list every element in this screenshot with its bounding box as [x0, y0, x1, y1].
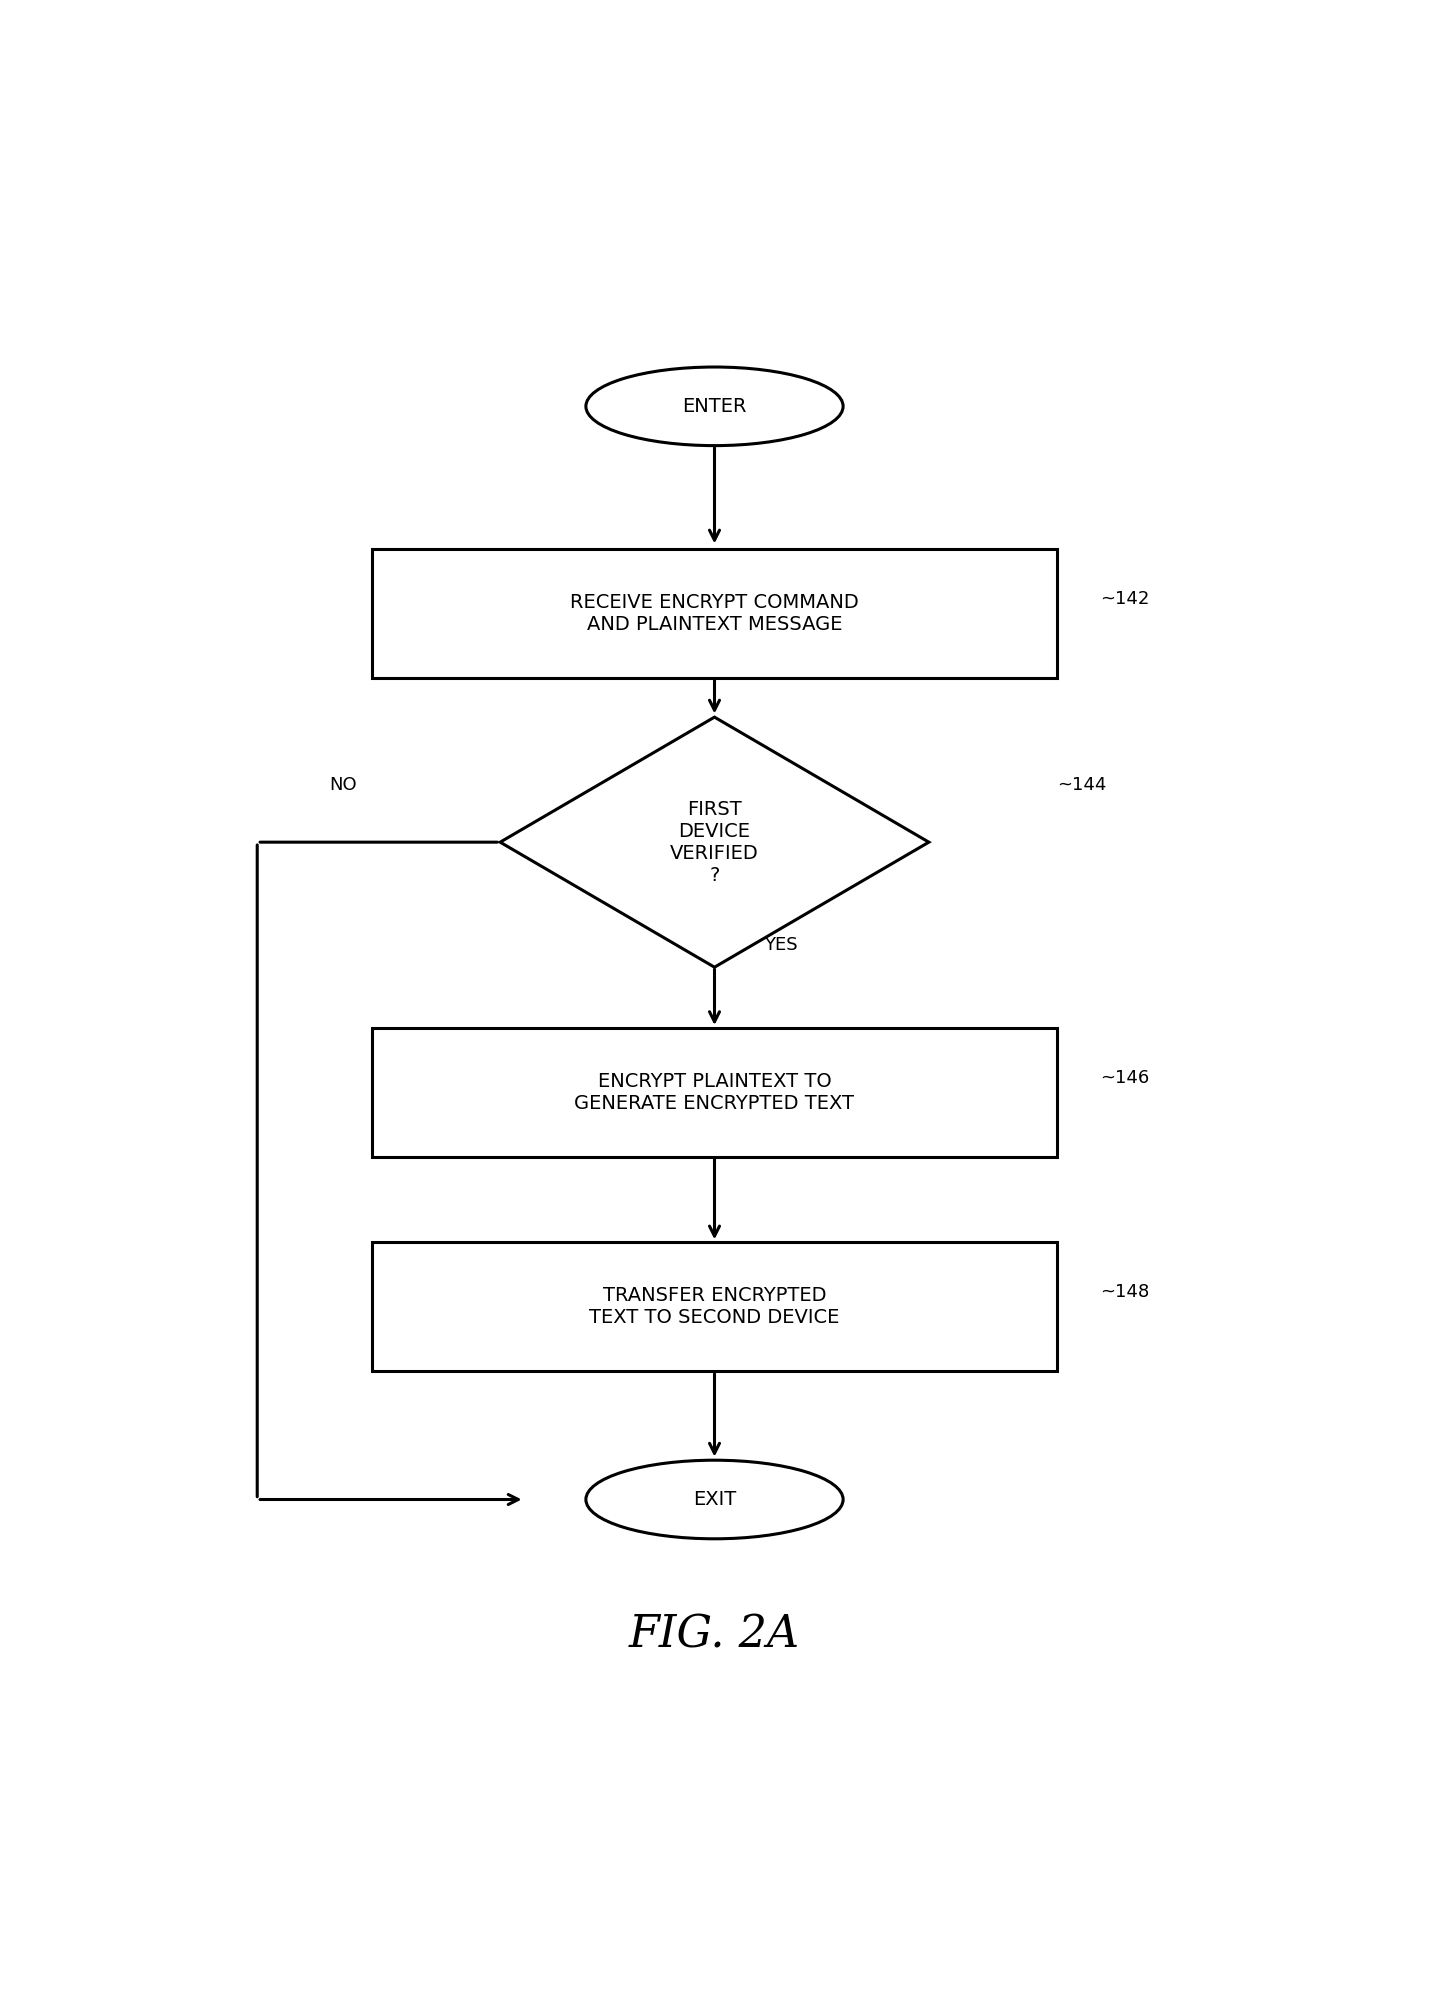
- Text: EXIT: EXIT: [693, 1490, 736, 1510]
- Text: ~144: ~144: [1057, 775, 1107, 793]
- Text: FIG. 2A: FIG. 2A: [629, 1614, 800, 1657]
- Text: FIRST
DEVICE
VERIFIED
?: FIRST DEVICE VERIFIED ?: [670, 799, 759, 884]
- Text: NO: NO: [329, 775, 357, 793]
- Text: ENCRYPT PLAINTEXT TO
GENERATE ENCRYPTED TEXT: ENCRYPT PLAINTEXT TO GENERATE ENCRYPTED …: [574, 1071, 855, 1113]
- Text: ~146: ~146: [1100, 1069, 1149, 1087]
- Text: YES: YES: [765, 936, 799, 954]
- Text: ~142: ~142: [1100, 590, 1150, 608]
- Text: RECEIVE ENCRYPT COMMAND
AND PLAINTEXT MESSAGE: RECEIVE ENCRYPT COMMAND AND PLAINTEXT ME…: [570, 594, 859, 634]
- Text: ENTER: ENTER: [682, 397, 747, 417]
- Text: ~148: ~148: [1100, 1284, 1149, 1300]
- Text: TRANSFER ENCRYPTED
TEXT TO SECOND DEVICE: TRANSFER ENCRYPTED TEXT TO SECOND DEVICE: [589, 1286, 840, 1327]
